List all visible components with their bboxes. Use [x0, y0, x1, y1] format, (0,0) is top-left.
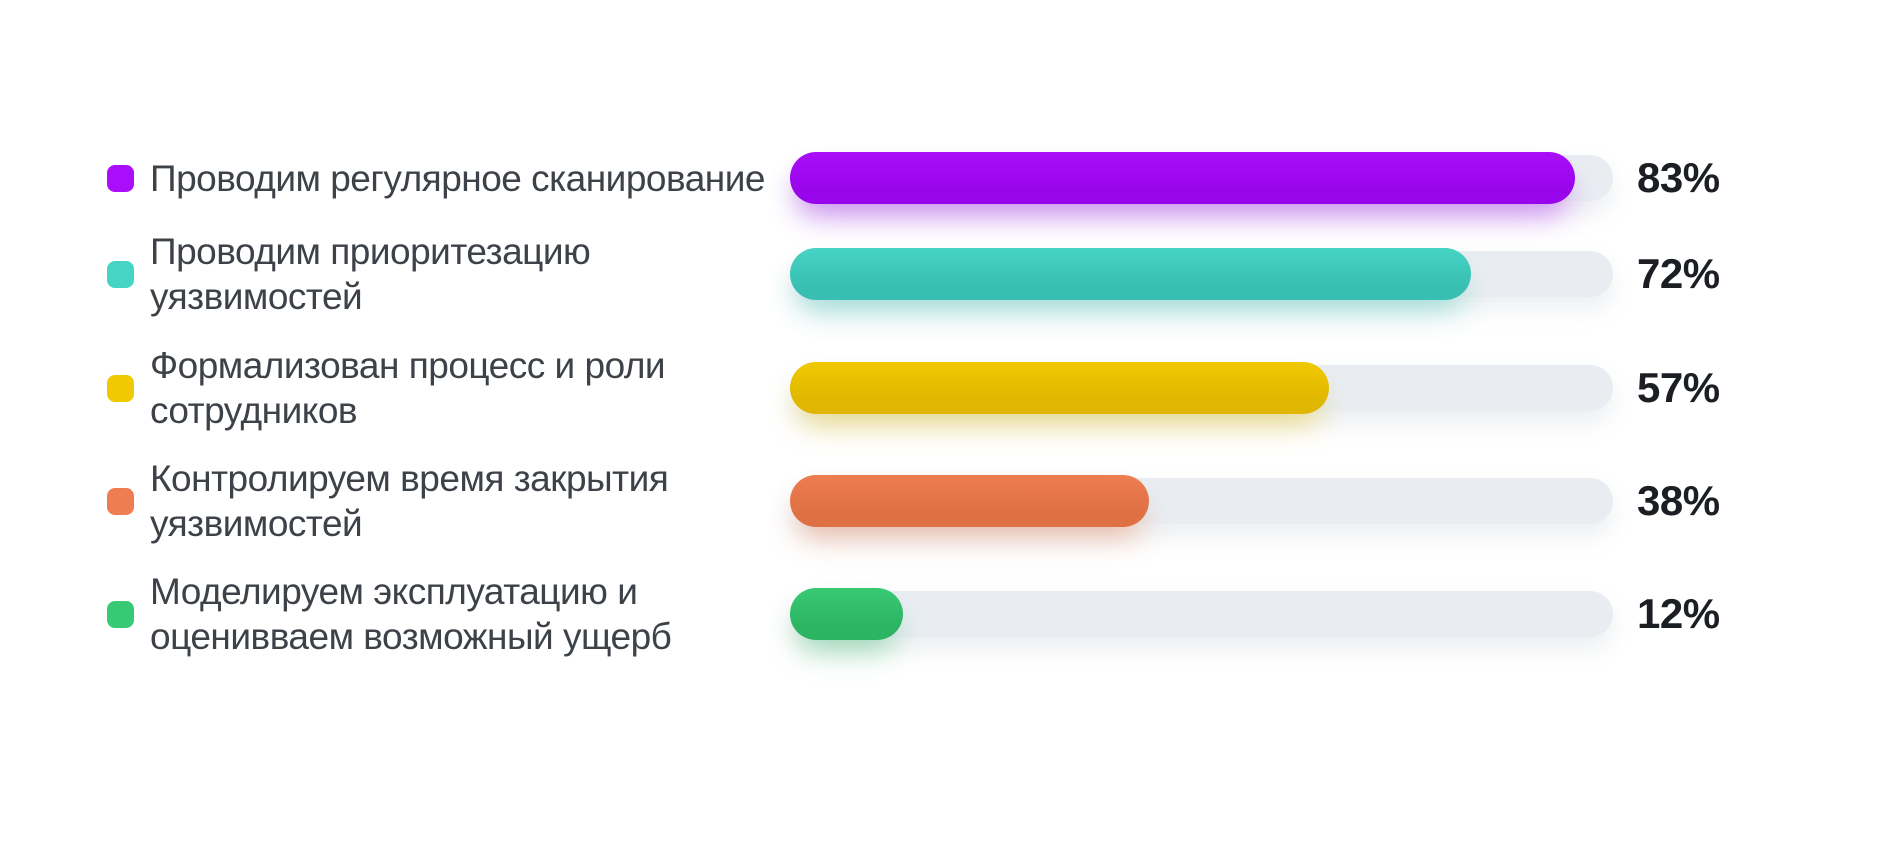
bar-label-line: уязвимостей — [150, 503, 363, 544]
bar-label: Проводим приоритезацию уязвимостей — [150, 229, 763, 319]
bar-label-line: Формализован процесс и роли — [150, 345, 666, 386]
bar-label-line: Контролируем время закрытия — [150, 458, 669, 499]
chart-row: Контролируем время закрытия уязвимостей 38… — [0, 456, 1888, 546]
bar-label-line: оценивваем возможный ущерб — [150, 616, 672, 657]
legend-swatch — [107, 260, 134, 288]
bar-label: Формализован процесс и роли сотрудников — [150, 343, 763, 433]
bar-label: Моделируем эксплуатацию и оценивваем возм… — [150, 569, 763, 659]
value-label: 72% — [1637, 250, 1720, 297]
bar-fill — [790, 475, 1150, 527]
chart-row: Проводим регулярное сканирование 83% — [0, 152, 1888, 204]
bar-label-line: Проводим приоритезацию — [150, 231, 591, 272]
chart-row: Формализован процесс и роли сотрудников 57… — [0, 343, 1888, 433]
legend-swatch — [107, 487, 134, 515]
legend-swatch — [107, 164, 134, 192]
value-label: 12% — [1637, 590, 1720, 637]
bar-label: Проводим регулярное сканирование — [150, 156, 765, 201]
bar-label-line: Моделируем эксплуатацию и — [150, 571, 638, 612]
bar-fill — [790, 588, 904, 640]
bar-track — [790, 248, 1613, 300]
bar-track — [790, 588, 1613, 640]
value-label: 38% — [1637, 477, 1720, 524]
value-label: 83% — [1637, 154, 1720, 201]
value-label: 57% — [1637, 364, 1720, 411]
bar-track — [790, 475, 1613, 527]
bar-fill — [790, 362, 1330, 414]
bar-fill — [790, 248, 1472, 300]
bar-label-line: уязвимостей — [150, 276, 363, 317]
bar-label-line: сотрудников — [150, 390, 358, 431]
chart-row: Проводим приоритезацию уязвимостей 72% — [0, 229, 1888, 319]
legend-swatch — [107, 374, 134, 402]
chart-row: Моделируем эксплуатацию и оценивваем возм… — [0, 569, 1888, 659]
bar-label-line: Проводим регулярное сканирование — [150, 157, 765, 199]
legend-swatch — [107, 600, 134, 628]
bar-track — [790, 362, 1613, 414]
bar-label: Контролируем время закрытия уязвимостей — [150, 456, 763, 546]
bar-fill — [790, 152, 1576, 204]
bar-track — [790, 152, 1613, 204]
